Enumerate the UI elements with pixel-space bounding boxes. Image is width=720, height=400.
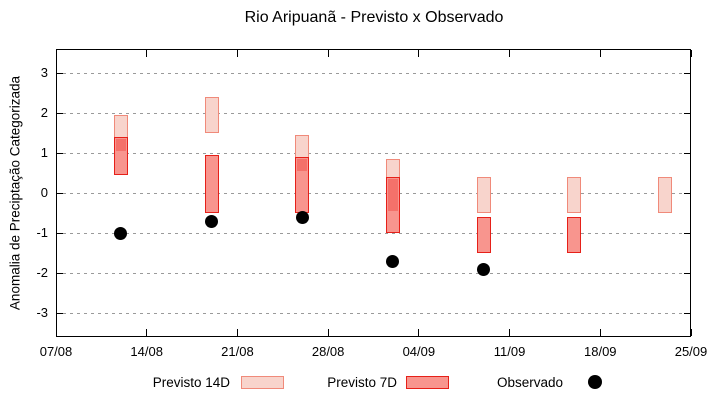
observed-dot — [477, 262, 491, 276]
forecast-7d-box — [567, 217, 582, 253]
x-tick-label: 25/09 — [674, 344, 708, 359]
y-tick-mark — [684, 272, 691, 274]
x-tick-mark — [599, 50, 601, 57]
x-tick-mark — [236, 329, 238, 336]
x-tick-label: 07/08 — [39, 344, 73, 359]
y-tick-mark — [684, 152, 691, 154]
forecast-overlap-region — [297, 159, 308, 171]
observado-legend-dot — [588, 375, 602, 389]
y-tick-label: 2 — [40, 105, 48, 120]
x-tick-label: 18/09 — [584, 344, 617, 359]
forecast-overlap-region — [387, 179, 398, 211]
x-tick-mark — [418, 329, 420, 336]
x-tick-mark — [599, 329, 601, 336]
x-tick-mark — [509, 50, 511, 57]
x-tick-mark — [55, 50, 57, 57]
grid-line — [56, 112, 691, 114]
forecast-overlap-region — [115, 139, 126, 151]
observed-dot — [386, 254, 400, 268]
y-tick-label: 0 — [40, 185, 48, 200]
forecast-7d-box — [204, 155, 219, 213]
legend-label-previsto-7d: Previsto 7D — [327, 375, 397, 390]
y-tick-mark — [56, 72, 63, 74]
x-tick-label: 14/08 — [130, 344, 163, 359]
y-tick-label: 3 — [40, 65, 48, 80]
y-tick-mark — [684, 72, 691, 74]
y-tick-label: -1 — [36, 225, 48, 240]
y-tick-label: -2 — [36, 265, 48, 280]
legend-label-previsto-14d: Previsto 14D — [152, 375, 230, 390]
forecast-14d-box — [567, 177, 582, 213]
y-tick-mark — [684, 112, 691, 114]
y-tick-mark — [56, 232, 63, 234]
x-tick-mark — [146, 329, 148, 336]
legend-label-observado: Observado — [496, 375, 563, 390]
y-tick-mark — [56, 112, 63, 114]
x-tick-label: 21/08 — [221, 344, 254, 359]
x-tick-mark — [418, 50, 420, 57]
grid-line — [56, 152, 691, 154]
grid-line — [56, 192, 691, 194]
x-tick-mark — [690, 329, 692, 336]
x-tick-label: 04/09 — [402, 344, 436, 359]
forecast-14d-box — [658, 177, 673, 213]
x-tick-mark — [327, 50, 329, 57]
y-tick-mark — [684, 192, 691, 194]
x-tick-mark — [690, 50, 692, 57]
x-tick-label: 11/09 — [493, 344, 526, 359]
forecast-7d-box — [476, 217, 491, 253]
observed-dot — [114, 226, 128, 240]
y-tick-mark — [56, 312, 63, 314]
grid-line — [56, 232, 691, 234]
grid-line — [56, 272, 691, 274]
x-tick-mark — [327, 329, 329, 336]
previsto-14d-swatch — [241, 376, 284, 389]
y-tick-label: 1 — [40, 145, 48, 160]
x-tick-mark — [146, 50, 148, 57]
observed-dot — [205, 214, 218, 228]
y-tick-mark — [684, 312, 691, 314]
y-tick-mark — [56, 192, 63, 194]
y-tick-mark — [56, 152, 63, 154]
y-tick-label: -3 — [36, 305, 48, 320]
y-tick-mark — [56, 272, 63, 274]
y-tick-mark — [684, 232, 691, 234]
previsto-7d-swatch — [406, 376, 449, 389]
chart-title: Rio Aripuanã - Previsto x Observado — [244, 9, 504, 26]
x-tick-mark — [55, 329, 57, 336]
x-tick-label: 28/08 — [311, 344, 345, 359]
x-tick-mark — [236, 50, 238, 57]
grid-line — [56, 312, 691, 314]
observed-dot — [295, 210, 309, 224]
grid-line — [56, 72, 691, 74]
forecast-14d-box — [476, 177, 491, 213]
forecast-14d-box — [204, 97, 219, 133]
x-tick-mark — [509, 329, 511, 336]
